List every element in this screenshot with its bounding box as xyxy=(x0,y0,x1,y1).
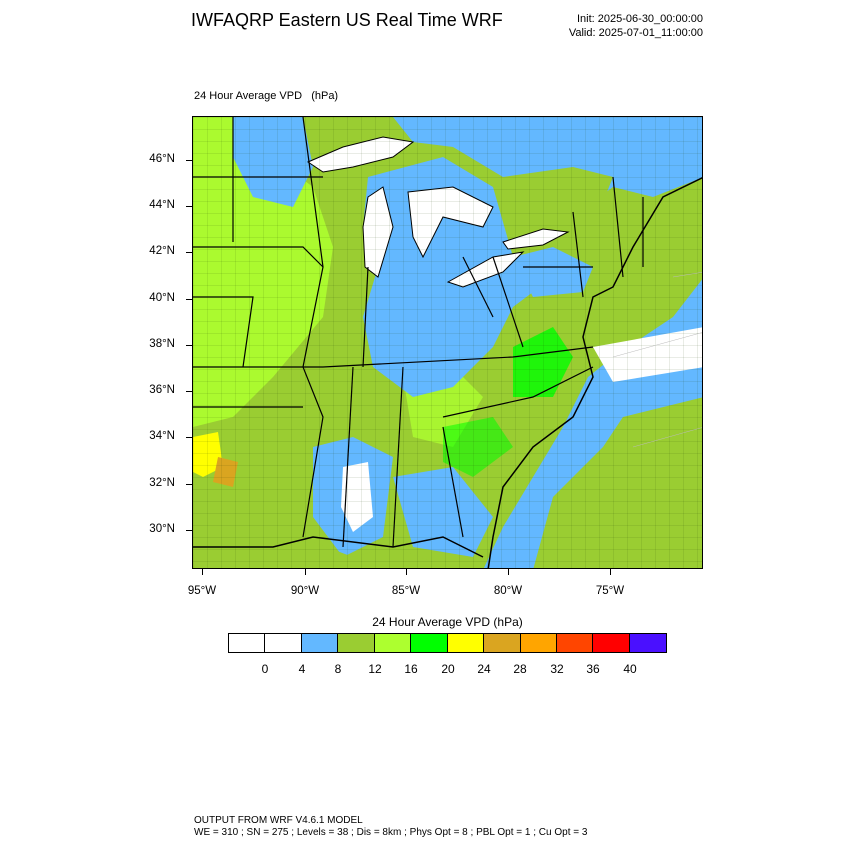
lon-label-90: 90°W xyxy=(290,585,320,597)
map-title: IWFAQRP Eastern US Real Time WRF xyxy=(191,10,503,30)
colorbar-box xyxy=(374,634,412,652)
colorbar-label: 24 xyxy=(477,662,491,676)
colorbar-box xyxy=(338,634,375,652)
init-time: Init: 2025-06-30_00:00:00 xyxy=(577,13,703,25)
colorbar-box xyxy=(265,634,302,652)
lon-label-95: 95°W xyxy=(187,585,217,597)
valid-time: Valid: 2025-07-01_11:00:00 xyxy=(568,27,703,39)
lat-tick xyxy=(186,252,192,253)
coastline xyxy=(193,177,702,568)
footer-settings: WE = 310 ; SN = 275 ; Levels = 38 ; Dis … xyxy=(194,827,588,838)
lat-label-40: 40°N xyxy=(149,292,175,304)
lat-tick xyxy=(186,391,192,392)
colorbar-box xyxy=(593,634,630,652)
colorbar-box xyxy=(556,634,594,652)
colorbar xyxy=(228,633,668,653)
lat-tick xyxy=(186,206,192,207)
colorbar-box xyxy=(301,634,339,652)
lat-label-44: 44°N xyxy=(149,199,175,211)
colorbar-box xyxy=(484,634,521,652)
lon-label-85: 85°W xyxy=(391,585,421,597)
state-boundaries xyxy=(193,117,644,548)
colorbar-label: 0 xyxy=(261,662,269,676)
vpd-map-graphic xyxy=(193,117,702,568)
lat-label-34: 34°N xyxy=(149,430,175,442)
field-subtitle: 24 Hour Average VPD (hPa) xyxy=(194,90,339,102)
lon-tick xyxy=(202,569,203,575)
colorbar-label: 12 xyxy=(368,662,382,676)
county-boundaries xyxy=(193,117,702,568)
lat-label-38: 38°N xyxy=(149,338,175,350)
lat-tick xyxy=(186,345,192,346)
colorbar-label: 40 xyxy=(623,662,637,676)
vpd-map xyxy=(192,116,703,569)
graticule xyxy=(612,272,702,448)
colorbar-box xyxy=(629,634,667,652)
footer-model: OUTPUT FROM WRF V4.6.1 MODEL xyxy=(194,815,363,826)
lat-label-42: 42°N xyxy=(149,245,175,257)
lat-tick xyxy=(186,160,192,161)
lon-tick xyxy=(610,569,611,575)
lat-label-36: 36°N xyxy=(149,384,175,396)
colorbar-box xyxy=(229,634,266,652)
lon-label-75: 75°W xyxy=(595,585,625,597)
colorbar-title: 24 Hour Average VPD (hPa) xyxy=(372,615,523,629)
lon-tick xyxy=(406,569,407,575)
lat-tick xyxy=(186,437,192,438)
colorbar-label: 16 xyxy=(404,662,418,676)
lat-tick xyxy=(186,484,192,485)
colorbar-label: 28 xyxy=(513,662,527,676)
colorbar-label: 4 xyxy=(298,662,306,676)
lat-label-46: 46°N xyxy=(149,153,175,165)
lon-label-80: 80°W xyxy=(493,585,523,597)
colorbar-label: 32 xyxy=(550,662,564,676)
lon-tick xyxy=(305,569,306,575)
colorbar-box xyxy=(411,634,448,652)
colorbar-label: 20 xyxy=(441,662,455,676)
colorbar-label: 36 xyxy=(586,662,600,676)
colorbar-box xyxy=(447,634,485,652)
lat-tick xyxy=(186,299,192,300)
lat-tick xyxy=(186,530,192,531)
colorbar-label: 8 xyxy=(334,662,342,676)
lat-label-30: 30°N xyxy=(149,523,175,535)
lon-tick xyxy=(508,569,509,575)
lat-label-32: 32°N xyxy=(149,477,175,489)
colorbar-box xyxy=(520,634,557,652)
